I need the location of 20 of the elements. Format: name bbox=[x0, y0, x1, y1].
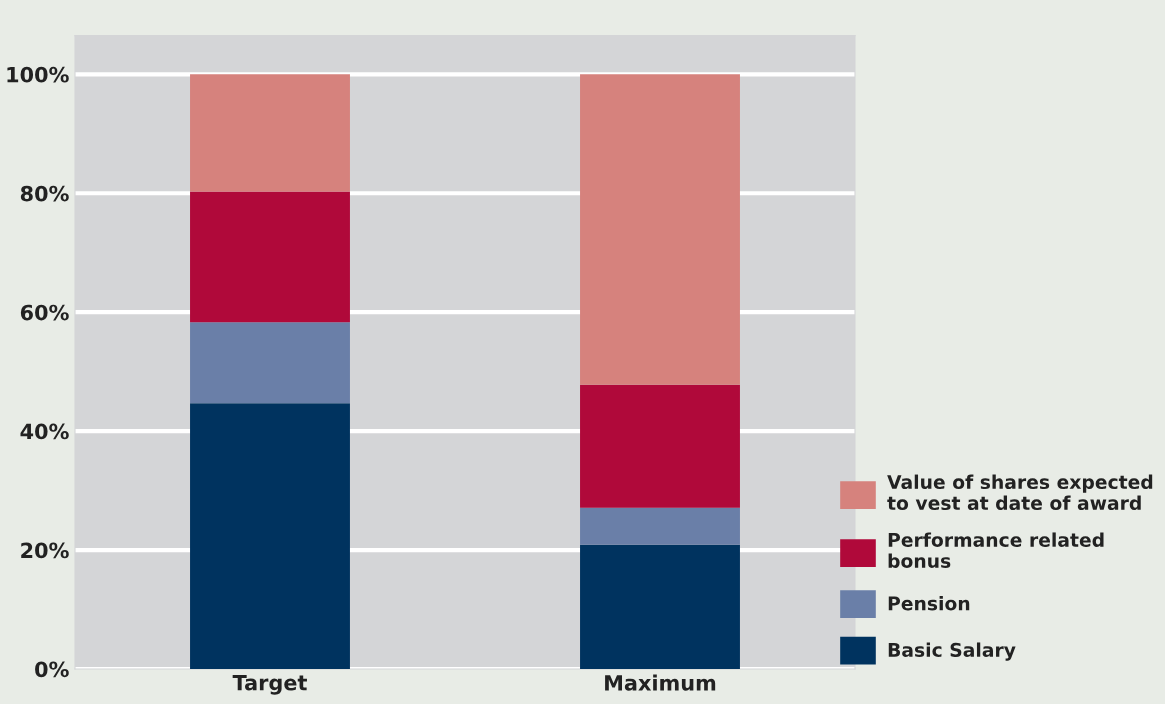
bar bbox=[190, 403, 350, 669]
y-tick-label: 100% bbox=[7, 66, 69, 83]
legend-label: Pension bbox=[888, 595, 970, 611]
bar bbox=[190, 191, 350, 323]
bar bbox=[580, 544, 740, 669]
legend-label: Performance related bonus bbox=[888, 532, 1104, 568]
x-tick-label: Target bbox=[232, 675, 307, 695]
y-tick-label: 0% bbox=[35, 661, 69, 678]
y-tick-label: 80% bbox=[20, 185, 69, 202]
bar bbox=[190, 74, 350, 192]
bar bbox=[580, 74, 740, 385]
legend-label: Value of shares expected to vest at date of award bbox=[887, 474, 1153, 511]
legend-label: Basic Salary bbox=[888, 642, 1016, 661]
x-tick-label: Maximum bbox=[605, 674, 716, 691]
y-tick-label: 20% bbox=[21, 542, 69, 559]
y-tick-label: 60% bbox=[20, 304, 69, 321]
bar bbox=[190, 322, 350, 404]
y-tick-label: 40% bbox=[20, 423, 69, 440]
bar bbox=[580, 384, 740, 508]
bar bbox=[580, 507, 740, 545]
